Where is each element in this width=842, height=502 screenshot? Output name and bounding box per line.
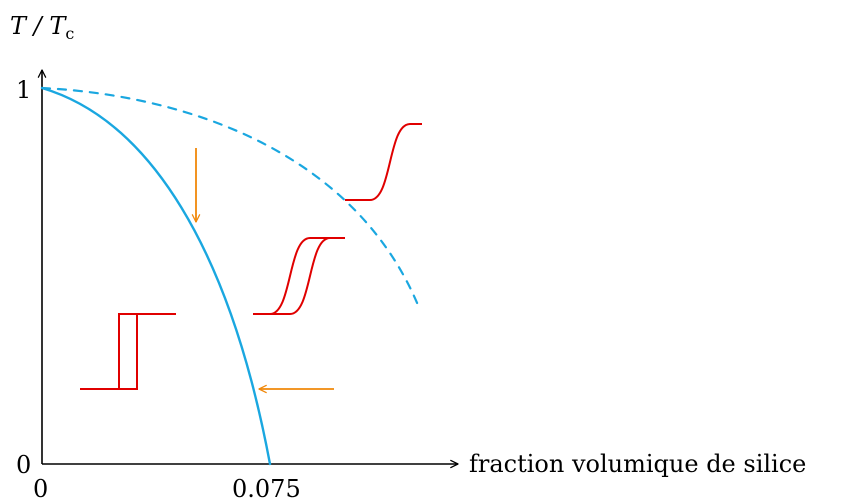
solid-transition-line bbox=[40, 86, 272, 466]
y-axis-title-main: T / T bbox=[10, 12, 67, 40]
y-tick-1-label: 1 bbox=[16, 76, 31, 104]
sigmoid-icon bbox=[345, 123, 422, 201]
y-axis-title-sub: c bbox=[65, 24, 74, 43]
x-tick-critical-label: 0.075 bbox=[232, 475, 301, 502]
x-axis-title: fraction volumique de silice bbox=[469, 450, 806, 478]
hysteresis-sigmoid-icon bbox=[253, 237, 345, 315]
origin-y-tick-label: 0 bbox=[16, 451, 31, 479]
y-axis-title: T / Tc bbox=[10, 12, 74, 43]
dashed-transition-line bbox=[40, 86, 422, 312]
hysteresis-step-icon bbox=[80, 313, 176, 390]
origin-x-tick-label: 0 bbox=[33, 475, 48, 502]
